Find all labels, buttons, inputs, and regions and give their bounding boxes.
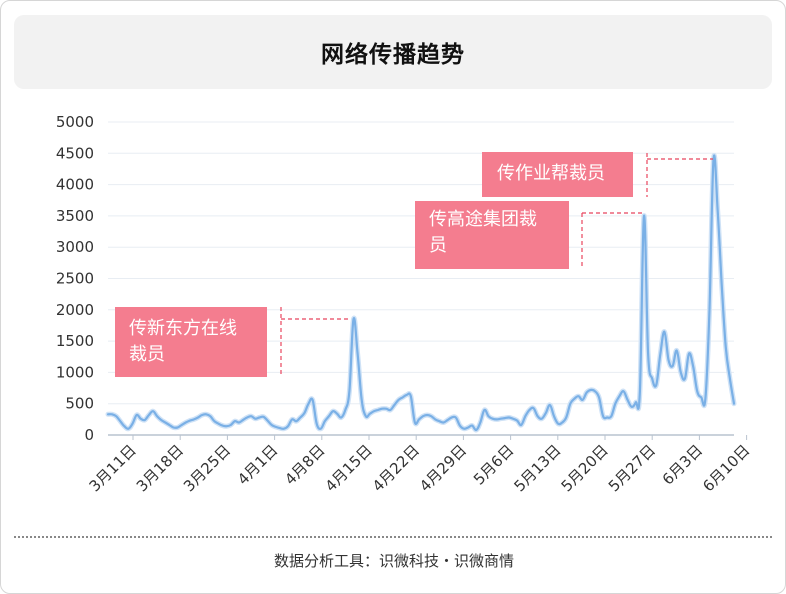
annotation-text: 传作业帮裁员	[497, 163, 605, 184]
y-tick-label: 3500	[56, 207, 94, 225]
series-layer	[105, 153, 737, 433]
y-tick-label: 5000	[56, 113, 94, 131]
y-tick-label: 4500	[56, 144, 94, 162]
x-tick-label: 3月18日	[133, 441, 187, 495]
y-tick-label: 2500	[56, 270, 94, 288]
annotation-text: 裁员	[129, 344, 165, 365]
x-tick-label: 5月27日	[605, 441, 659, 495]
y-tick-label: 4000	[56, 176, 94, 194]
series-line	[106, 154, 736, 432]
x-tick-label: 4月29日	[416, 441, 470, 495]
annotation-text: 传新东方在线	[129, 318, 237, 339]
title-bar: 网络传播趋势	[14, 15, 772, 89]
x-tick-label: 5月20日	[558, 441, 612, 495]
x-tick-label: 6月10日	[699, 441, 753, 495]
annotation-text: 传高途集团裁	[429, 209, 537, 230]
x-tick-label: 3月11日	[86, 441, 140, 495]
y-axis: 0 500 1000 1500 2000 2500 3000 3500 4000 4500 5000	[56, 113, 94, 444]
footer-divider	[14, 536, 772, 538]
y-tick-label: 0	[84, 426, 94, 444]
y-tick-label: 500	[65, 395, 94, 413]
annotation-box	[115, 307, 267, 377]
y-tick-label: 1000	[56, 363, 94, 381]
annotation-box	[415, 201, 569, 269]
trend-line-chart: 0 500 1000 1500 2000 2500 3000 3500 4000 4500 5000…	[56, 113, 754, 495]
y-tick-label: 1500	[56, 332, 94, 350]
annotation-box	[482, 152, 633, 197]
page-title: 网络传播趋势	[321, 42, 465, 68]
x-tick-label: 5月13日	[510, 441, 564, 495]
y-tick-label: 2000	[56, 301, 94, 319]
x-tick-label: 4月1日	[234, 441, 281, 488]
source-note: 数据分析工具：识微科技・识微商情	[273, 552, 514, 570]
x-tick-label: 4月15日	[322, 441, 376, 495]
x-tick-label: 3月25日	[180, 441, 234, 495]
x-tick-label: 4月22日	[369, 441, 423, 495]
y-tick-label: 3000	[56, 238, 94, 256]
annotation-text: 员	[429, 235, 447, 256]
